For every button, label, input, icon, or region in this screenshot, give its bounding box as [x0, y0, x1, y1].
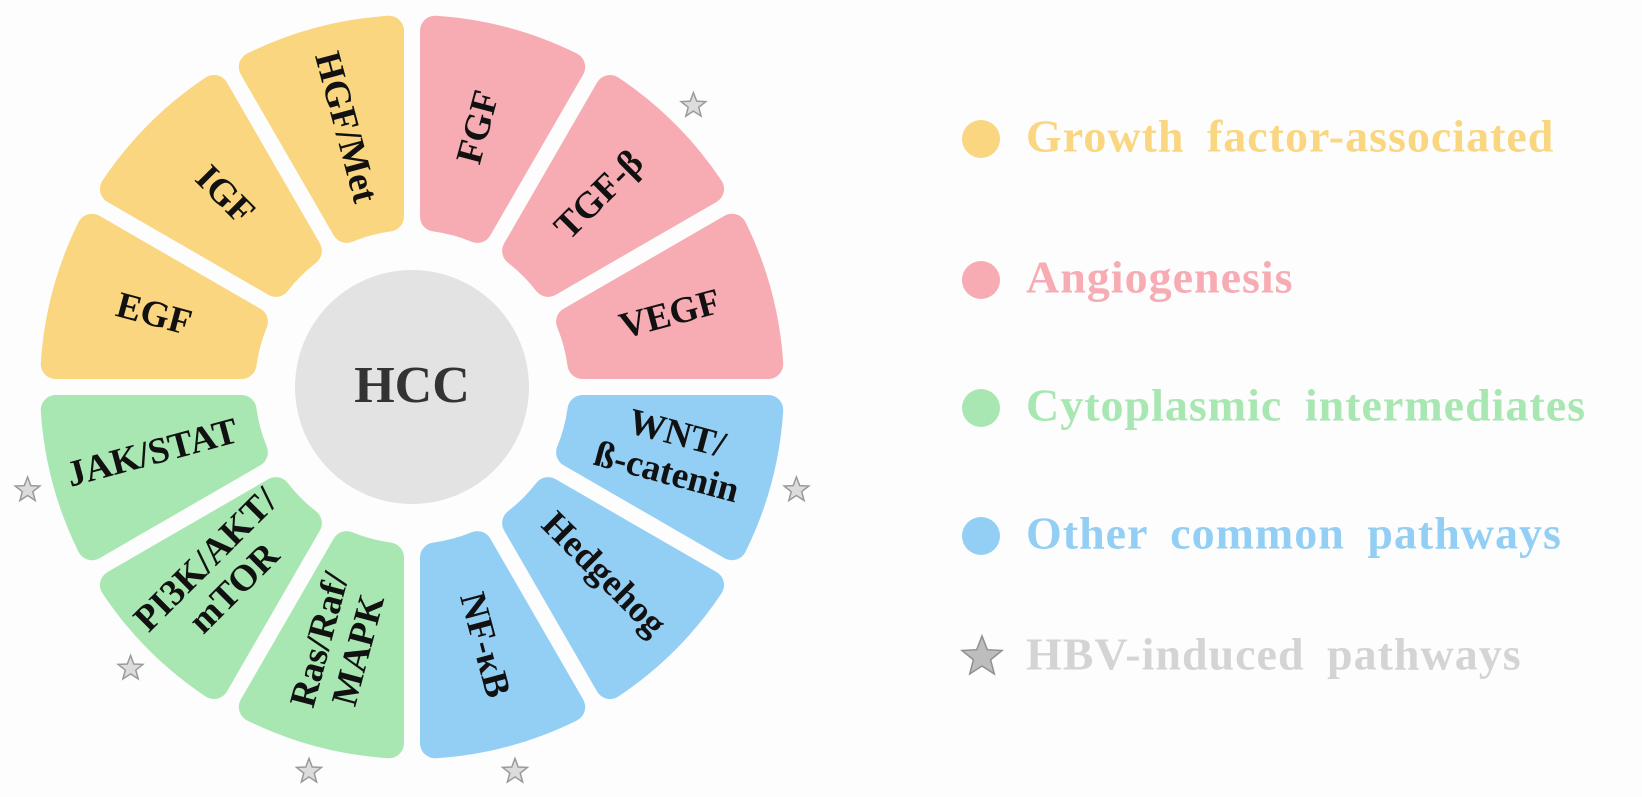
- legend-star: [960, 633, 1004, 676]
- legend-label: Angiogenesis: [1026, 252, 1294, 303]
- hbv-star: [782, 474, 811, 503]
- legend-dot: [962, 261, 1000, 299]
- segment: [556, 213, 784, 379]
- segment: [40, 395, 268, 561]
- legend-label: HBV-induced pathways: [1026, 629, 1522, 680]
- segment: [420, 531, 586, 759]
- legend-label: Other common pathways: [1026, 508, 1562, 559]
- hbv-star: [116, 653, 145, 681]
- legend-label: Cytoplasmic intermediates: [1026, 380, 1586, 431]
- segment: [238, 15, 404, 243]
- segment: [238, 531, 404, 759]
- segment: [420, 15, 586, 243]
- segment: [40, 213, 268, 379]
- legend-label: Growth factor-associated: [1026, 111, 1554, 162]
- segment: [556, 395, 784, 561]
- segment: [99, 74, 322, 297]
- segment: [99, 477, 322, 700]
- legend-dot: [962, 517, 1000, 555]
- hbv-star: [500, 756, 530, 784]
- segment: [502, 477, 725, 700]
- legend-dot: [962, 389, 1000, 427]
- hbv-star: [679, 90, 708, 118]
- segment: [502, 74, 725, 297]
- legend-dot: [962, 120, 1000, 158]
- center-circle: [295, 270, 529, 504]
- hbv-star: [13, 474, 42, 503]
- center-label: HCC: [354, 357, 470, 414]
- hbv-star: [294, 756, 324, 784]
